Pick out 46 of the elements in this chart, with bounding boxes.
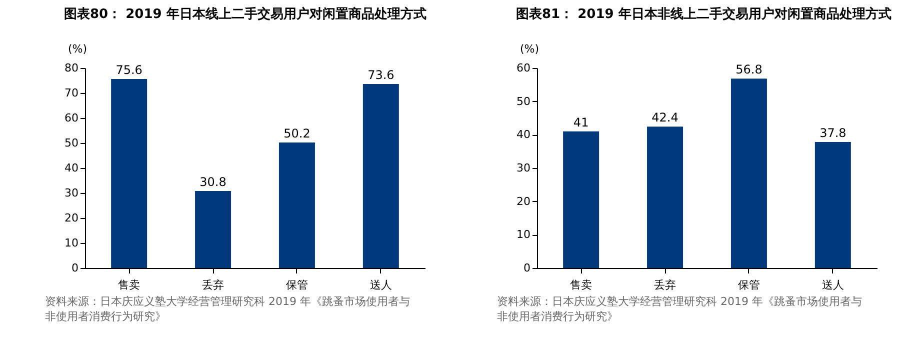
y-tick-label: 20: [516, 194, 530, 208]
text: 资料来源：日本庆应义塾大学经营管理研究科 2019 年《跳蚤市场使用者与非使用者消费行为研究》: [45, 295, 410, 323]
x-tick-label: 保管: [286, 278, 308, 292]
y-tick-label: 0: [524, 262, 530, 274]
data-label: 56.8: [736, 62, 762, 77]
x-tick-label: 保管: [738, 278, 760, 292]
x-tick-label: 售卖: [118, 278, 140, 292]
chart-title: 图表80： 2019 年日本线上二手交易用户对闲置商品处理方式: [64, 6, 426, 22]
x-tick-label: 丢弃: [202, 278, 224, 292]
y-tick-label: 30: [516, 162, 530, 174]
y-axis-title: (%): [68, 42, 88, 56]
bar: [647, 126, 684, 268]
bar: [814, 142, 851, 268]
bar: [278, 142, 315, 268]
text: 资料来源：日本庆应义塾大学经营管理研究科 2019 年《跳蚤市场使用者与非使用者消费行为研究》: [497, 295, 862, 323]
y-tick-label: 70: [64, 86, 78, 100]
x-tick-label: 送人: [822, 278, 844, 292]
bar: [730, 78, 767, 268]
bar: [111, 79, 148, 268]
y-tick-label: 40: [64, 162, 78, 174]
y-tick-label: 40: [516, 128, 530, 142]
x-tick-label: 售卖: [570, 278, 592, 292]
y-tick-label: 20: [64, 212, 78, 224]
y-tick-label: 30: [64, 186, 78, 200]
data-label: 75.6: [116, 63, 142, 77]
data-label: 42.4: [652, 110, 678, 125]
y-tick-label: 10: [516, 228, 530, 242]
y-axis-title: (%): [520, 42, 540, 56]
chart-title: 图表81： 2019 年日本非线上二手交易用户对闲置商品处理方式: [516, 6, 892, 22]
y-tick-label: 10: [64, 236, 78, 250]
data-label: 30.8: [200, 175, 226, 189]
y-tick-label: 80: [64, 62, 78, 74]
bar: [362, 84, 399, 268]
bar: [563, 131, 600, 268]
y-tick-label: 60: [64, 112, 78, 124]
data-label: 50.2: [284, 126, 310, 140]
data-label: 37.8: [820, 126, 846, 140]
data-label: 73.6: [368, 68, 394, 82]
bar: [195, 191, 232, 268]
x-tick-label: 丢弃: [654, 278, 676, 292]
y-tick-label: 50: [516, 94, 530, 108]
x-tick-label: 送人: [370, 278, 392, 292]
y-tick-label: 60: [516, 62, 530, 74]
y-tick-label: 50: [64, 136, 78, 150]
y-tick-label: 0: [72, 262, 78, 274]
data-label: 41: [573, 115, 589, 130]
